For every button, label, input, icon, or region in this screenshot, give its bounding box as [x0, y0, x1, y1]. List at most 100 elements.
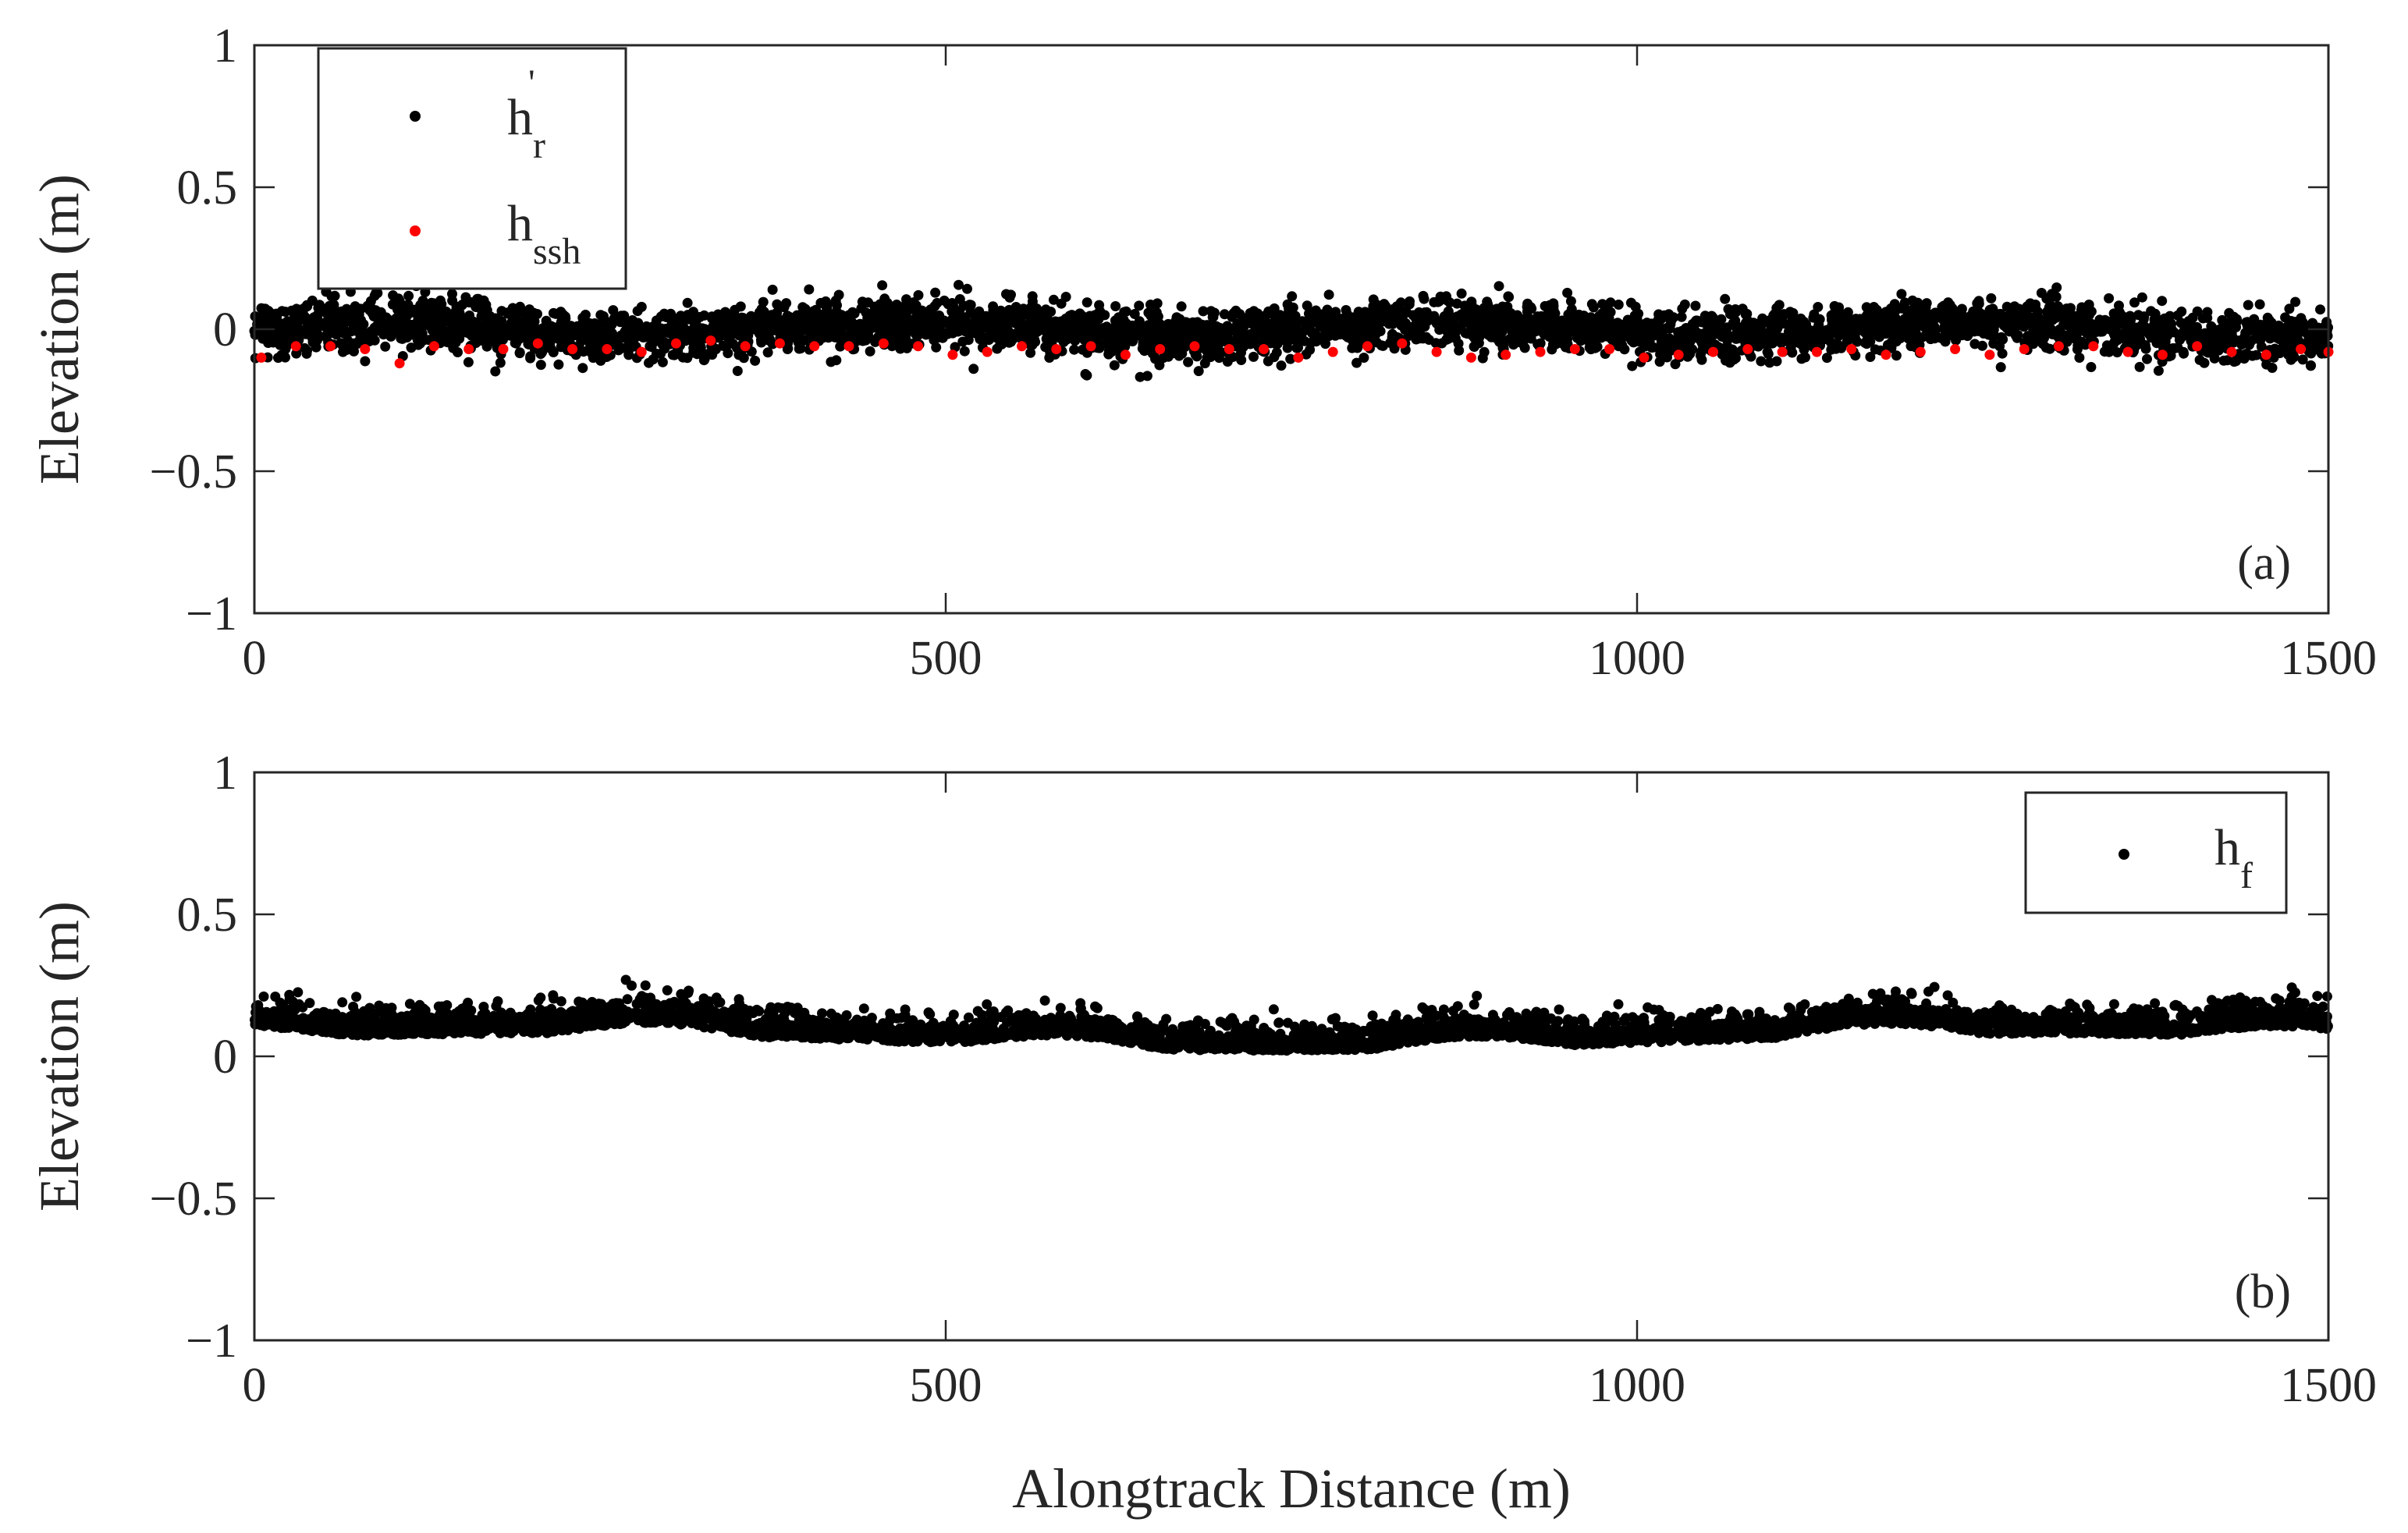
point-a-s0-3895 — [414, 312, 424, 323]
point-a-s0-2283 — [1676, 311, 1687, 322]
point-a-s1-56 — [2192, 341, 2203, 352]
point-a-s0-3216 — [1456, 288, 1467, 299]
point-a-s0-3976 — [829, 326, 840, 337]
point-a-s0-3724 — [900, 337, 910, 348]
point-a-s0-3942 — [266, 325, 277, 336]
point-a-s0-3858 — [1033, 325, 1044, 336]
point-a-s0-2447 — [1720, 293, 1731, 304]
point-a-s0-3417 — [722, 311, 733, 321]
point-a-s0-2887 — [275, 318, 285, 329]
point-a-s0-3686 — [488, 325, 499, 335]
point-a-s1-59 — [2296, 344, 2307, 354]
point-a-s0-2452 — [779, 302, 790, 313]
point-a-s0-3427 — [1421, 332, 1432, 342]
point-a-s0-3316 — [514, 347, 525, 358]
point-a-s0-753 — [877, 280, 888, 291]
point-a-s0-3689 — [1586, 330, 1596, 341]
point-a-s1-47 — [1881, 350, 1891, 360]
point-a-s0-3173 — [925, 321, 936, 332]
point-a-s0-3907 — [371, 322, 382, 333]
point-a-s1-16 — [809, 341, 820, 352]
point-a-s0-1652 — [1236, 355, 1247, 365]
point-a-s0-3270 — [826, 357, 836, 367]
point-a-s0-3812 — [330, 326, 341, 337]
point-a-s0-3415 — [589, 318, 600, 328]
point-a-s0-1549 — [750, 355, 761, 366]
point-a-s0-3549 — [1834, 302, 1845, 313]
point-a-s0-3071 — [981, 311, 992, 321]
point-a-s0-3283 — [338, 346, 348, 357]
point-a-s0-3765 — [2249, 314, 2260, 325]
point-a-s0-3087 — [2022, 301, 2033, 312]
point-a-s1-3 — [360, 344, 371, 354]
point-a-s0-3835 — [1861, 339, 1872, 350]
point-a-s0-3949 — [1759, 328, 1770, 339]
point-a-s0-3515 — [971, 313, 982, 324]
point-a-s0-3992 — [1870, 344, 1881, 355]
point-a-s0-3954 — [666, 328, 677, 339]
point-a-s0-2371 — [2178, 346, 2189, 357]
point-a-s0-3414 — [1080, 369, 1091, 379]
point-a-s0-3908 — [1214, 338, 1224, 349]
point-a-s0-3691 — [1202, 342, 1213, 353]
point-a-s1-58 — [2261, 350, 2271, 360]
point-a-s0-3490 — [954, 294, 965, 304]
point-a-s0-3950 — [2062, 303, 2072, 314]
point-a-s0-2324 — [291, 348, 302, 359]
point-a-s0-3774 — [1550, 328, 1561, 339]
point-a-s0-3894 — [295, 314, 306, 325]
point-a-s0-3802 — [262, 334, 273, 345]
point-a-s0-3758 — [1070, 330, 1080, 341]
point-a-s0-3485 — [706, 313, 717, 324]
point-a-s1-35 — [1465, 352, 1476, 363]
point-a-s1-50 — [1984, 350, 1995, 360]
point-a-s0-942 — [1503, 291, 1514, 302]
point-a-s0-2074 — [1219, 309, 1230, 320]
point-a-s0-3669 — [1361, 332, 1372, 343]
point-a-s1-57 — [2226, 346, 2237, 357]
point-a-s0-3996 — [613, 315, 624, 325]
point-a-s0-97 — [1995, 362, 2006, 373]
point-a-s0-3910 — [1831, 338, 1842, 349]
point-a-s0-3345 — [2254, 334, 2264, 345]
point-a-s0-2429 — [1799, 344, 1810, 355]
point-a-s0-1998 — [732, 366, 743, 376]
point-a-s0-3821 — [1834, 313, 1845, 324]
point-a-s0-3450 — [649, 323, 660, 334]
point-a-s0-1990 — [1897, 303, 1908, 314]
point-a-s0-3986 — [927, 313, 938, 324]
point-a-s0-3903 — [1632, 330, 1643, 341]
point-a-s0-3502 — [1685, 332, 1696, 342]
legend-hr-sup: ' — [528, 62, 535, 104]
point-a-s0-3300 — [917, 319, 928, 330]
point-a-s0-2891 — [1771, 356, 1782, 367]
point-a-s0-3874 — [292, 325, 303, 336]
point-a-s0-3808 — [257, 325, 268, 335]
point-a-s0-3764 — [682, 327, 693, 338]
point-a-s1-39 — [1604, 344, 1615, 354]
point-a-s0-3881 — [427, 325, 438, 335]
point-a-s0-2694 — [996, 339, 1007, 350]
point-a-s0-3529 — [1479, 303, 1490, 314]
point-a-s1-28 — [1224, 344, 1234, 354]
point-a-s0-3284 — [1929, 333, 1940, 344]
point-a-s0-1466 — [1646, 342, 1657, 353]
point-a-s0-3958 — [819, 313, 829, 324]
point-a-s0-3021 — [367, 307, 378, 318]
point-a-s0-3817 — [1969, 326, 1980, 337]
point-a-s0-3468 — [947, 328, 958, 339]
point-a-s0-3535 — [623, 325, 634, 336]
point-a-s0-3583 — [1220, 328, 1231, 339]
point-a-s0-945 — [648, 354, 659, 365]
point-a-s0-2664 — [324, 300, 335, 311]
point-a-s0-3476 — [1886, 337, 1897, 348]
point-a-s0-3175 — [857, 296, 868, 307]
point-a-s0-3713 — [1371, 307, 1381, 318]
point-a-s0-2792 — [476, 311, 487, 321]
point-a-s0-3451 — [310, 338, 321, 349]
point-a-s0-3337 — [2254, 299, 2265, 310]
point-a-s0-3911 — [675, 311, 686, 321]
point-a-s0-3073 — [913, 330, 924, 340]
point-a-s0-3815 — [2283, 334, 2294, 345]
point-a-s0-509 — [1271, 347, 1282, 358]
